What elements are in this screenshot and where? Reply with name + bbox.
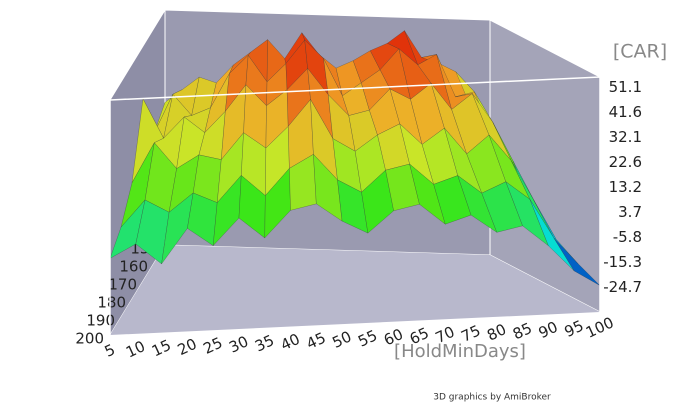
y-tick-label: 180 [97, 294, 126, 312]
z-tick-label: 32.1 [609, 128, 642, 146]
x-tick-label: 35 [252, 331, 277, 355]
x-tick-label: 95 [562, 317, 587, 341]
x-tick-label: 45 [304, 329, 329, 353]
x-axis-title: [HoldMinDays] [394, 341, 526, 362]
z-tick-label: 3.7 [618, 203, 642, 221]
x-tick-label: 30 [226, 332, 251, 356]
y-tick-label: 200 [75, 330, 104, 348]
box-edge [109, 76, 601, 312]
z-tick-label: 22.6 [609, 153, 642, 171]
x-tick-label: 40 [278, 330, 303, 354]
x-tick-label: 50 [329, 327, 354, 351]
y-tick-label: 190 [86, 312, 115, 330]
z-axis-title: [CAR] [613, 41, 667, 63]
floor [110, 245, 600, 335]
z-tick-label: 13.2 [609, 178, 642, 196]
x-tick-label: 100 [583, 313, 617, 341]
credit: 3D graphics by AmiBroker [433, 393, 551, 403]
x-tick-label: 10 [123, 337, 148, 361]
z-tick-label: 41.6 [609, 103, 642, 121]
x-tick-label: 5 [102, 340, 118, 360]
z-tick-label: -15.3 [603, 253, 642, 271]
z-tick-label: 51.1 [609, 78, 642, 96]
z-tick-label: -24.7 [603, 278, 642, 296]
x-tick-label: 20 [175, 335, 200, 359]
y-tick-label: 170 [108, 276, 137, 294]
x-tick-label: 55 [355, 326, 380, 350]
y-tick-label: 160 [119, 258, 148, 276]
x-tick-label: 90 [536, 318, 561, 342]
z-tick-label: -5.8 [613, 228, 642, 246]
x-tick-label: 85 [510, 319, 535, 343]
x-tick-label: 15 [149, 336, 174, 360]
x-tick-label: 25 [200, 334, 225, 358]
